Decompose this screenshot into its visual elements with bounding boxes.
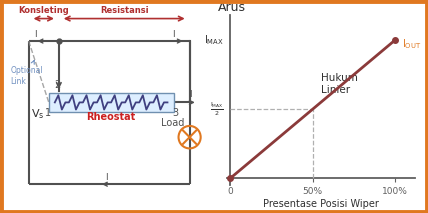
Text: Resistansi: Resistansi bbox=[100, 6, 149, 16]
Text: Rheostat: Rheostat bbox=[86, 112, 136, 122]
Text: I: I bbox=[190, 90, 192, 99]
Text: $\mathregular{I_{OUT}}$: $\mathregular{I_{OUT}}$ bbox=[402, 37, 421, 51]
Text: Konsleting: Konsleting bbox=[18, 6, 69, 16]
Text: $\mathregular{I_{MAX}}$: $\mathregular{I_{MAX}}$ bbox=[204, 33, 223, 47]
Text: $\mathregular{\frac{I_{MAX}}{2}}$: $\mathregular{\frac{I_{MAX}}{2}}$ bbox=[210, 100, 223, 118]
Text: 2: 2 bbox=[55, 80, 61, 90]
Text: Arus: Arus bbox=[217, 1, 245, 14]
Text: 3: 3 bbox=[172, 108, 178, 118]
Text: I: I bbox=[34, 30, 36, 39]
X-axis label: Presentase Posisi Wiper: Presentase Posisi Wiper bbox=[263, 199, 379, 209]
Text: I: I bbox=[105, 173, 108, 182]
Bar bbox=[49, 93, 173, 112]
Text: V$_\mathregular{s}$: V$_\mathregular{s}$ bbox=[31, 107, 44, 121]
Text: 1: 1 bbox=[45, 108, 51, 118]
Text: Load: Load bbox=[161, 118, 185, 128]
Text: I: I bbox=[172, 30, 175, 39]
Text: Optional
Link: Optional Link bbox=[11, 60, 43, 86]
Text: Hukum
Linier: Hukum Linier bbox=[321, 73, 358, 95]
